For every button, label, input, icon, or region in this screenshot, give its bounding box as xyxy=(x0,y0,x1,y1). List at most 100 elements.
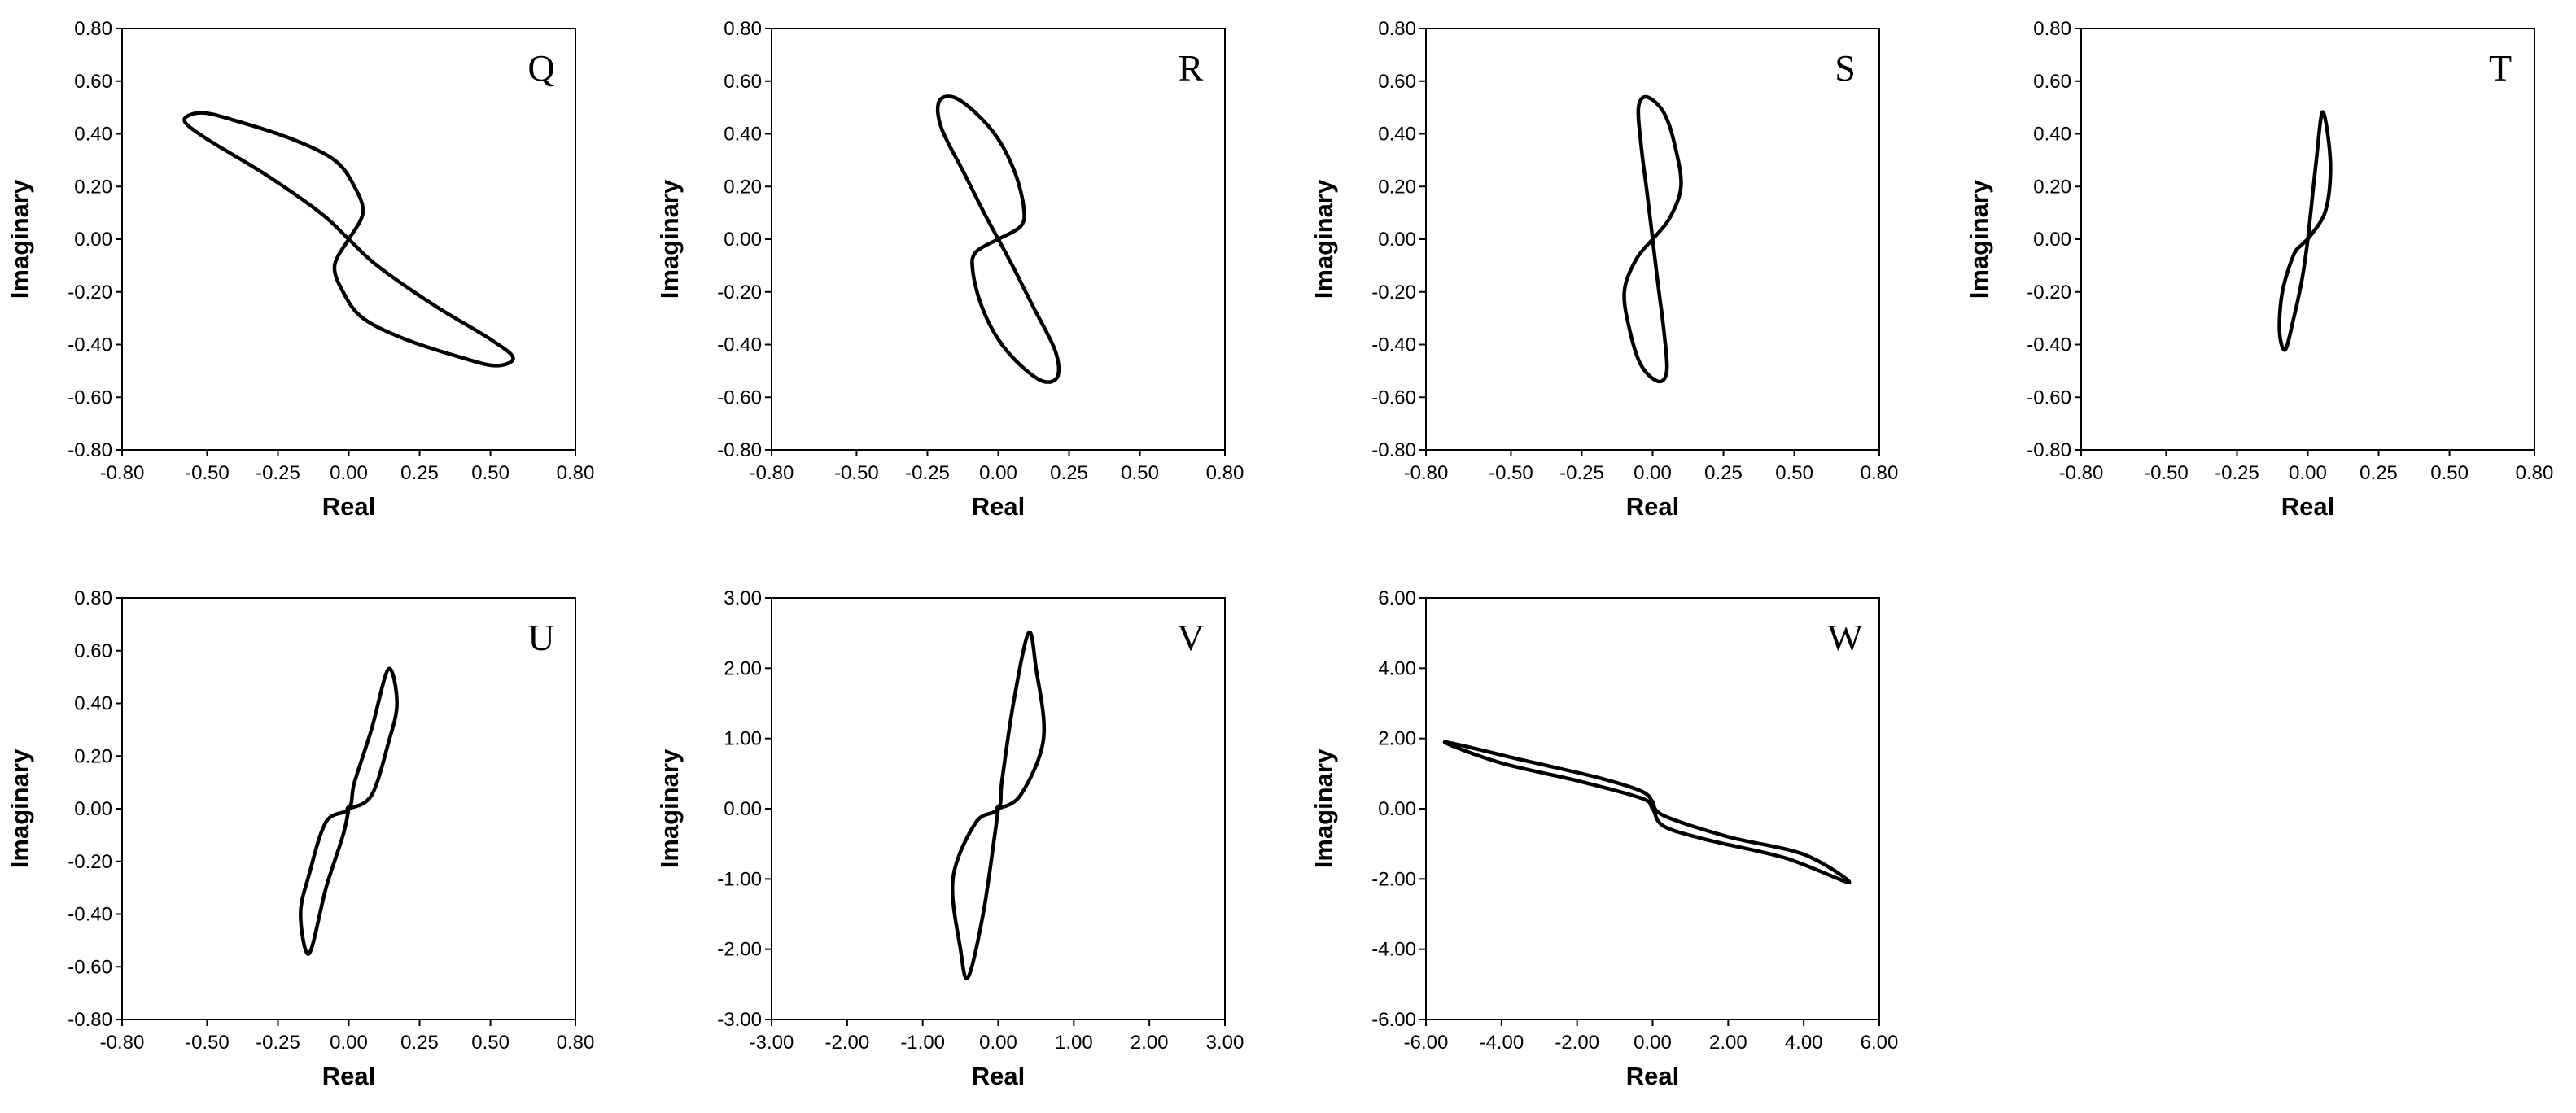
series-line xyxy=(935,94,1061,384)
x-tick-label: 2.00 xyxy=(1709,1032,1747,1054)
x-tick-label: 0.80 xyxy=(2516,462,2554,484)
y-tick-label: -0.80 xyxy=(68,439,112,461)
panel-letter: Q xyxy=(527,47,554,89)
y-tick-label: 0.00 xyxy=(1378,798,1416,820)
x-tick-label: 0.25 xyxy=(1704,462,1743,484)
x-tick-label: 0.80 xyxy=(557,1032,595,1054)
x-tick-label: 3.00 xyxy=(1206,1032,1244,1054)
y-tick-label: 2.00 xyxy=(1378,728,1416,750)
x-tick-label: 0.50 xyxy=(471,1032,510,1054)
x-tick-label: 0.00 xyxy=(979,1032,1017,1054)
x-tick-label: -3.00 xyxy=(750,1032,794,1054)
x-tick-label: -0.50 xyxy=(185,1032,230,1054)
panel-Q: -0.80 -0.50 -0.25 0.00 0.25 0.50 0.80 0.80 0.60 0… xyxy=(6,18,594,521)
x-tick-label: -0.25 xyxy=(256,1032,300,1054)
y-tick-label: 0.60 xyxy=(74,71,112,93)
y-tick-label: 0.40 xyxy=(2033,124,2071,146)
y-tick-label: 0.00 xyxy=(724,798,762,820)
x-tick-label: 0.50 xyxy=(2430,462,2469,484)
x-tick-label: -0.50 xyxy=(2144,462,2189,484)
x-tick-label: -0.50 xyxy=(834,462,879,484)
x-tick-label: 4.00 xyxy=(1785,1032,1823,1054)
y-tick-label: -0.60 xyxy=(68,956,112,978)
x-tick-label: 0.00 xyxy=(330,462,368,484)
panel-U: -0.80 -0.50 -0.25 0.00 0.25 0.50 0.80 0.80 0.60 0… xyxy=(6,587,594,1090)
x-axis-title: Real xyxy=(972,1062,1025,1090)
y-tick-label: -0.60 xyxy=(2027,386,2071,408)
y-axis-title: Imaginary xyxy=(1310,179,1338,299)
y-tick-label: 0.80 xyxy=(74,587,112,609)
y-tick-label: 3.00 xyxy=(724,587,762,609)
y-tick-label: -0.40 xyxy=(68,904,112,926)
panel-R: -0.80 -0.50 -0.25 0.00 0.25 0.50 0.80 0.80 0.60 0… xyxy=(655,18,1244,521)
y-tick-label: -0.80 xyxy=(2027,439,2071,461)
series-line xyxy=(1622,94,1683,384)
y-tick-label: -0.40 xyxy=(68,334,112,356)
series-line xyxy=(2277,110,2333,352)
series-line xyxy=(950,630,1047,980)
x-tick-label: 0.00 xyxy=(1634,462,1672,484)
y-tick-label: -0.20 xyxy=(717,282,762,303)
x-tick-label: -0.50 xyxy=(185,462,230,484)
x-tick-label: -6.00 xyxy=(1404,1032,1449,1054)
y-axis-title: Imaginary xyxy=(6,749,34,868)
panel-T: -0.80 -0.50 -0.25 0.00 0.25 0.50 0.80 0.80 0.60 0… xyxy=(1965,18,2553,521)
x-tick-label: -0.25 xyxy=(256,462,300,484)
y-tick-label: 0.60 xyxy=(1378,71,1416,93)
y-tick-label: -0.80 xyxy=(1371,439,1416,461)
series-line xyxy=(299,666,399,956)
y-tick-label: 0.60 xyxy=(724,71,762,93)
x-axis-title: Real xyxy=(972,492,1025,521)
x-tick-label: 0.25 xyxy=(2360,462,2398,484)
x-tick-label: -4.00 xyxy=(1479,1032,1524,1054)
y-axis-title: Imaginary xyxy=(1965,179,1993,299)
y-axis-title: Imaginary xyxy=(1310,749,1338,868)
x-axis-title: Real xyxy=(1626,492,1679,521)
x-tick-label: 0.80 xyxy=(557,462,595,484)
x-tick-label: 0.80 xyxy=(1861,462,1899,484)
x-tick-label: -0.80 xyxy=(100,1032,145,1054)
y-tick-label: 1.00 xyxy=(724,728,762,750)
y-tick-label: -0.20 xyxy=(2027,282,2071,303)
x-tick-label: 0.00 xyxy=(1634,1032,1672,1054)
panel-letter: U xyxy=(527,617,554,658)
y-tick-label: -2.00 xyxy=(717,939,762,961)
y-tick-label: 2.00 xyxy=(724,657,762,679)
x-axis-title: Real xyxy=(2281,492,2334,521)
y-tick-label: 0.20 xyxy=(74,745,112,767)
x-tick-label: 2.00 xyxy=(1131,1032,1169,1054)
panel-W: -6.00 -4.00 -2.00 0.00 2.00 4.00 6.00 6.00 4.00 2… xyxy=(1310,587,1898,1090)
x-tick-label: -0.80 xyxy=(100,462,145,484)
x-tick-label: -0.25 xyxy=(1559,462,1604,484)
y-tick-label: -0.60 xyxy=(1371,386,1416,408)
x-axis-title: Real xyxy=(322,1062,375,1090)
y-tick-label: 0.20 xyxy=(74,176,112,198)
y-tick-label: 0.00 xyxy=(74,229,112,251)
panel-letter: W xyxy=(1827,617,1863,658)
y-tick-label: 0.40 xyxy=(74,124,112,146)
x-tick-label: -2.00 xyxy=(1555,1032,1599,1054)
y-tick-label: 0.20 xyxy=(1378,176,1416,198)
y-tick-label: 6.00 xyxy=(1378,587,1416,609)
y-tick-label: 0.00 xyxy=(1378,229,1416,251)
y-tick-label: 0.20 xyxy=(2033,176,2071,198)
panel-V: -3.00 -2.00 -1.00 0.00 1.00 2.00 3.00 3.00 2.00 1… xyxy=(655,587,1244,1090)
y-tick-label: 0.80 xyxy=(1378,18,1416,40)
y-tick-label: -0.40 xyxy=(2027,334,2071,356)
y-axis-title: Imaginary xyxy=(6,179,34,299)
y-tick-label: 0.40 xyxy=(724,124,762,146)
y-tick-label: -3.00 xyxy=(717,1009,762,1031)
y-tick-label: -0.20 xyxy=(1371,282,1416,303)
y-tick-label: 0.00 xyxy=(74,798,112,820)
x-tick-label: 0.50 xyxy=(471,462,510,484)
x-tick-label: 0.00 xyxy=(2289,462,2327,484)
y-tick-label: 0.00 xyxy=(2033,229,2071,251)
x-tick-label: 0.80 xyxy=(1206,462,1244,484)
y-axis-title: Imaginary xyxy=(655,179,684,299)
x-axis-title: Real xyxy=(322,492,375,521)
y-tick-label: -0.20 xyxy=(68,851,112,873)
y-tick-label: 0.00 xyxy=(724,229,762,251)
x-tick-label: 0.50 xyxy=(1775,462,1813,484)
y-tick-label: 0.80 xyxy=(724,18,762,40)
